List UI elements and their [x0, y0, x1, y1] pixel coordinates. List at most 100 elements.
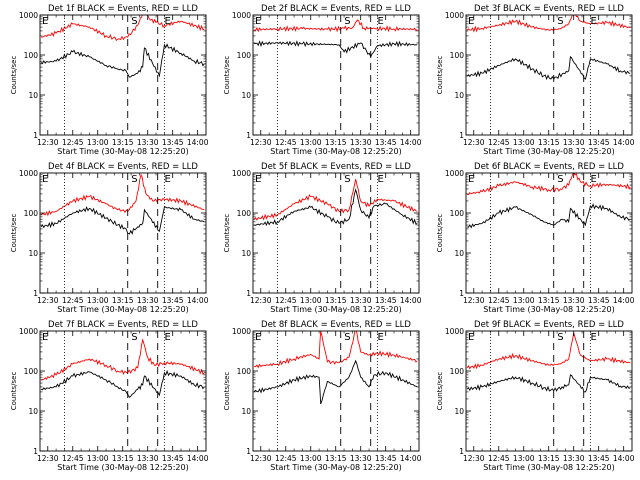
series-line-events [253, 40, 418, 58]
x-tick-label: 12:45 [275, 454, 297, 463]
x-tick-label: 13:45 [375, 296, 397, 305]
end-mark: E [591, 332, 597, 343]
end-mark: E [378, 174, 384, 185]
x-tick-label: 12:45 [488, 454, 510, 463]
series-line-events [467, 203, 631, 229]
end-mark: E [378, 16, 384, 27]
series-line-events [466, 55, 631, 81]
panel-title: Det 7f BLACK = Events, RED = LLD [48, 320, 198, 330]
y-axis-label: Counts/sec [436, 372, 444, 411]
x-axis-label: Start Time (30-May-08 12:25:20) [483, 463, 614, 472]
series-line-lld [466, 173, 631, 196]
x-tick-label: 12:30 [37, 454, 59, 463]
x-tick-label: 13:45 [588, 454, 610, 463]
x-tick-label: 13:30 [350, 138, 372, 147]
x-tick-label: 13:30 [563, 138, 585, 147]
x-tick-label: 13:45 [162, 138, 184, 147]
x-tick-label: 12:45 [62, 454, 84, 463]
y-axis-label: Counts/sec [223, 372, 231, 411]
start-mark: S [557, 332, 563, 343]
x-tick-label: 13:00 [513, 454, 535, 463]
panel-det-2: Det 2f BLACK = Events, RED = LLD S E E 1 10 10… [223, 4, 422, 156]
series-line-lld [40, 173, 205, 217]
x-tick-label: 13:15 [112, 454, 134, 463]
x-tick-label: 14:00 [187, 296, 209, 305]
x-tick-label: 13:30 [350, 454, 372, 463]
y-tick-label: 10 [454, 249, 464, 258]
y-tick-label: 10 [241, 249, 251, 258]
y-tick-label: 100 [237, 209, 252, 218]
y-tick-label: 100 [450, 51, 465, 60]
x-tick-label: 14:00 [613, 296, 635, 305]
y-tick-label: 100 [24, 209, 39, 218]
x-tick-label: 12:30 [37, 296, 59, 305]
x-tick-label: 12:30 [250, 296, 272, 305]
start-mark: S [344, 174, 350, 185]
x-axis-label: Start Time (30-May-08 12:25:20) [483, 305, 614, 314]
x-axis-label: Start Time (30-May-08 12:25:20) [270, 147, 401, 156]
x-tick-label: 14:00 [613, 454, 635, 463]
x-tick-label: 13:00 [513, 296, 535, 305]
end-mark: E [591, 16, 597, 27]
y-axis-label: Counts/sec [436, 56, 444, 95]
x-tick-label: 13:15 [538, 454, 560, 463]
panel-title: Det 3f BLACK = Events, RED = LLD [474, 4, 624, 14]
series-line-lld [253, 179, 418, 221]
x-axis-label: Start Time (30-May-08 12:25:20) [57, 463, 188, 472]
x-axis-label: Start Time (30-May-08 12:25:20) [57, 147, 188, 156]
y-axis-label: Counts/sec [436, 214, 444, 253]
x-tick-label: 13:00 [87, 454, 109, 463]
edge-mark: E [468, 16, 474, 27]
x-tick-label: 13:15 [325, 296, 347, 305]
series-line-events [40, 369, 205, 398]
edge-mark: E [42, 16, 48, 27]
end-mark: E [378, 332, 384, 343]
panel-det-1: Det 1f BLACK = Events, RED = LLD S E E 1 10 10… [10, 4, 209, 156]
panel-title: Det 5f BLACK = Events, RED = LLD [261, 162, 411, 172]
x-tick-label: 12:30 [37, 138, 59, 147]
y-tick-label: 1000 [445, 11, 464, 20]
x-tick-label: 13:00 [300, 138, 322, 147]
y-tick-label: 100 [237, 367, 252, 376]
start-mark: S [131, 332, 137, 343]
edge-mark: E [42, 332, 48, 343]
start-mark: S [557, 174, 563, 185]
y-tick-label: 1 [459, 447, 464, 456]
series-line-lld [466, 332, 631, 370]
x-tick-label: 13:30 [137, 296, 159, 305]
end-mark: E [165, 174, 171, 185]
x-tick-label: 12:30 [463, 296, 485, 305]
x-tick-label: 13:15 [325, 138, 347, 147]
x-tick-label: 13:00 [87, 296, 109, 305]
x-tick-label: 13:30 [137, 138, 159, 147]
x-tick-label: 14:00 [400, 454, 422, 463]
x-tick-label: 13:45 [588, 138, 610, 147]
y-tick-label: 100 [237, 51, 252, 60]
y-tick-label: 100 [24, 367, 39, 376]
y-tick-label: 1000 [232, 11, 251, 20]
edge-mark: E [42, 174, 48, 185]
series-line-lld [466, 15, 631, 33]
x-axis-label: Start Time (30-May-08 12:25:20) [270, 463, 401, 472]
edge-mark: E [468, 174, 474, 185]
panel-det-5: Det 5f BLACK = Events, RED = LLD S E E 1 10 10… [223, 162, 422, 314]
x-tick-label: 12:45 [62, 138, 84, 147]
x-tick-label: 14:00 [613, 138, 635, 147]
x-tick-label: 12:45 [275, 138, 297, 147]
y-tick-label: 1 [246, 289, 251, 298]
y-tick-label: 10 [241, 407, 251, 416]
x-tick-label: 14:00 [400, 138, 422, 147]
x-tick-label: 13:45 [162, 454, 184, 463]
x-tick-label: 13:30 [350, 296, 372, 305]
panel-det-3: Det 3f BLACK = Events, RED = LLD S E E 1 10 10… [436, 4, 635, 156]
y-tick-label: 10 [28, 249, 38, 258]
y-tick-label: 1000 [232, 327, 251, 336]
x-tick-label: 12:30 [250, 138, 272, 147]
y-tick-label: 1000 [445, 169, 464, 178]
y-tick-label: 100 [450, 367, 465, 376]
series-line-lld [41, 15, 205, 42]
panel-det-6: Det 6f BLACK = Events, RED = LLD S E E 1 10 10… [436, 162, 635, 314]
x-tick-label: 13:15 [538, 138, 560, 147]
series-line-lld [41, 338, 205, 381]
y-tick-label: 1000 [19, 11, 38, 20]
